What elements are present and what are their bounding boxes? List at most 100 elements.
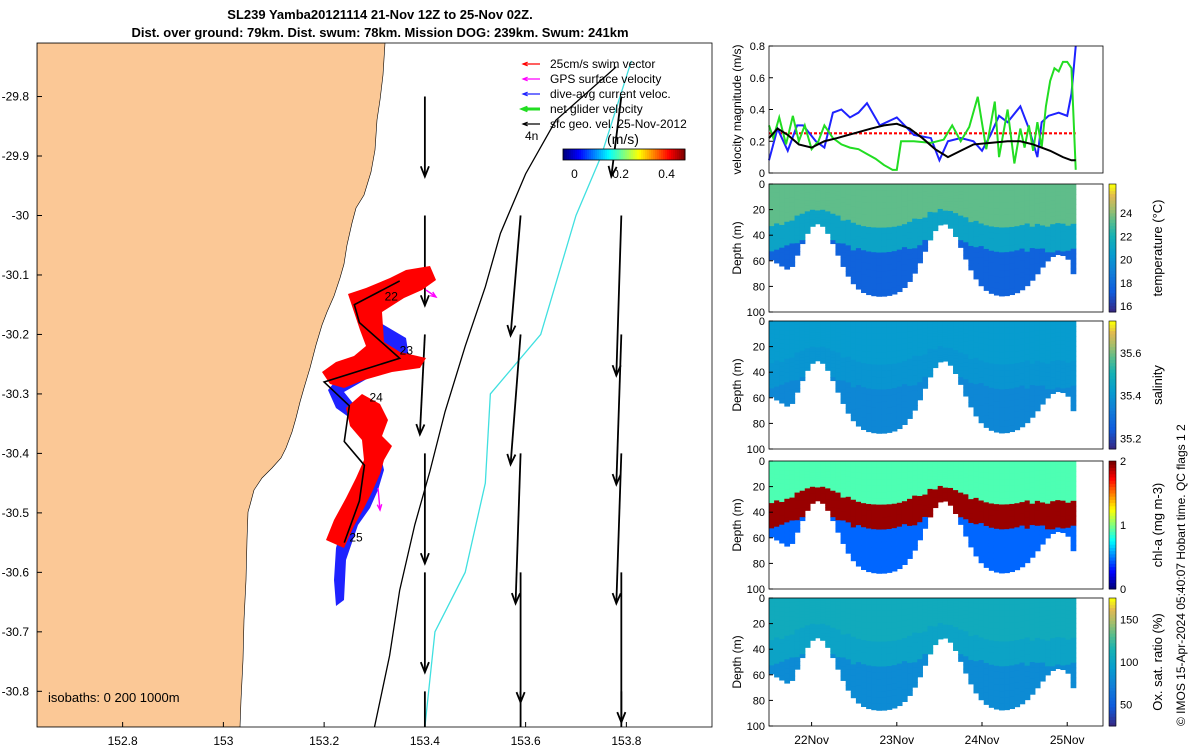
legend-label: GPS surface velocity — [550, 72, 661, 86]
section-y-tick-label: 40 — [753, 367, 765, 379]
isobaths-label: isobaths: 0 200 1000m — [48, 690, 180, 705]
section-panel-4: 0 20 40 60 80 100 Depth (m) 50 100 150 Ox. sat. ra… — [730, 593, 1165, 747]
geo-velocity-arrow — [423, 691, 426, 727]
section-panel-2: 0 20 40 60 80 100 Depth (m) 35.2 35.4 35.6 salinit… — [730, 316, 1165, 456]
legend-swatch — [521, 91, 540, 97]
map-x-tick-label: 153.6 — [511, 734, 541, 748]
legend-swatch — [518, 105, 540, 113]
map-y-tick-label: -30 — [12, 208, 30, 222]
geo-velocity-arrow — [510, 453, 522, 606]
geo-velocity-arrow — [620, 691, 623, 727]
geo-velocity-arrow — [611, 215, 623, 378]
legend-swatch — [521, 61, 540, 67]
velocity-y-tick-label: 0.2 — [750, 136, 765, 148]
track-day-label: 25 — [349, 530, 363, 544]
legend-label: 25cm/s swim vector — [550, 57, 655, 71]
section-y-tick-label: 40 — [753, 507, 765, 519]
timestamp-note: © IMOS 15-Apr-2024 05:40:07 Hobart time.… — [1174, 424, 1188, 726]
map-panel: 22 23 24 25 4n 152.8 153 153.2 153.4 153.6 153.8 -2… — [2, 42, 713, 748]
colorbar-tick-label: 1 — [1120, 520, 1126, 532]
legend-label: sfc geo. vel. 25-Nov-2012 — [550, 117, 687, 131]
map-y-tick-label: -30.7 — [2, 625, 30, 639]
section-y-tick-label: 0 — [759, 316, 765, 328]
colorbar-tick-label: 24 — [1120, 208, 1132, 220]
colorbar-tick-label: 100 — [1120, 657, 1138, 669]
section-y-tick-label: 60 — [753, 393, 765, 405]
colorbar-tick-label: 16 — [1120, 301, 1132, 313]
map-y-tick-label: -30.5 — [2, 506, 30, 520]
map-x-tick-label: 153.4 — [410, 734, 440, 748]
colorbar-tick-label: 2 — [1120, 456, 1126, 468]
section-y-tick-label: 0 — [759, 593, 765, 605]
section-panel-1: 0 20 40 60 80 100 Depth (m) 16 18 20 22 24 temperatu… — [730, 179, 1165, 319]
section-colorbar — [1108, 460, 1117, 590]
geo-velocity-arrow — [419, 96, 430, 179]
gps-velocity-arrow — [376, 487, 383, 512]
map-x-tick-label: 153.8 — [611, 734, 641, 748]
track-day-label: 22 — [385, 290, 399, 304]
section-y-tick-label: 40 — [753, 644, 765, 656]
velocity-y-tick-label: 0 — [759, 168, 765, 180]
legend-label: dive-avg current veloc. — [550, 87, 671, 101]
section-y-axis-label: Depth (m) — [730, 635, 744, 688]
gps-velocity-arrow — [425, 289, 438, 299]
figure-title-line-1: SL239 Yamba20121114 21-Nov 12Z to 25-Nov… — [227, 7, 533, 22]
map-y-tick-label: -30.4 — [2, 446, 30, 460]
section-y-tick-label: 80 — [753, 281, 765, 293]
map-colorbar: (m/s) 0 0.2 0.4 — [562, 131, 686, 181]
map-corner-label: 4n — [525, 129, 538, 143]
colorbar-tick-label: 0.2 — [612, 167, 629, 181]
velocity-y-tick-label: 0.6 — [750, 73, 765, 85]
section-y-tick-label: 100 — [747, 584, 765, 596]
velocity-series-line — [768, 122, 1076, 162]
geo-velocity-arrow — [506, 215, 522, 338]
swim-vector-swath — [326, 394, 392, 548]
time-x-tick-label: 23Nov — [879, 733, 914, 747]
velocity-panel: 0 0.2 0.4 0.6 0.8 velocity magnitude (m/s) — [730, 41, 1104, 180]
section-y-tick-label: 60 — [753, 670, 765, 682]
section-panel-3: 0 20 40 60 80 100 Depth (m) 0 1 2 chl-a (mg m-3) — [730, 456, 1165, 596]
isobath-1000m — [424, 60, 633, 727]
time-x-tick-label: 25Nov — [1050, 733, 1085, 747]
section-y-tick-label: 0 — [759, 179, 765, 191]
track-day-label: 23 — [400, 344, 414, 358]
section-y-tick-label: 0 — [759, 456, 765, 468]
glider-track-line — [322, 280, 402, 543]
section-y-tick-label: 100 — [747, 721, 765, 733]
map-y-tick-label: -30.6 — [2, 565, 30, 579]
geo-velocity-arrow — [607, 96, 623, 179]
section-y-axis-label: Depth (m) — [730, 221, 744, 274]
section-colorbar — [1108, 320, 1117, 450]
colorbar-tick-label: 35.2 — [1120, 433, 1141, 445]
section-y-tick-label: 60 — [753, 256, 765, 268]
section-axes-frame — [768, 460, 1104, 590]
time-x-tick-label: 24Nov — [965, 733, 1000, 747]
colorbar-tick-label: 35.6 — [1120, 348, 1141, 360]
colorbar-tick-label: 18 — [1120, 278, 1132, 290]
map-x-tick-label: 153 — [213, 734, 233, 748]
map-x-tick-label: 152.8 — [108, 734, 138, 748]
colorbar-tick-label: 20 — [1120, 255, 1132, 267]
legend-swatch — [521, 121, 540, 127]
colorbar-label: salinity — [1150, 365, 1165, 405]
land-polygon — [37, 43, 386, 727]
map-axes-frame — [36, 42, 713, 728]
geo-velocity-arrow — [611, 334, 623, 487]
geo-velocity-arrow — [506, 334, 522, 467]
track-day-label: 24 — [369, 391, 383, 405]
section-y-tick-label: 20 — [753, 205, 765, 217]
section-y-tick-label: 20 — [753, 482, 765, 494]
geo-velocity-arrow — [419, 453, 430, 566]
geo-velocity-arrow — [515, 572, 526, 705]
swim-vector-swath — [322, 266, 436, 388]
section-y-axis-label: Depth (m) — [730, 358, 744, 411]
colorbar-tick-label: 150 — [1120, 614, 1138, 626]
section-y-axis-label: Depth (m) — [730, 498, 744, 551]
velocity-y-tick-label: 0.4 — [750, 105, 765, 117]
colorbar-tick-label: 0 — [571, 167, 578, 181]
legend-label: net glider velocity — [550, 102, 643, 116]
colorbar-label: chl-a (mg m-3) — [1150, 483, 1165, 568]
map-y-tick-label: -29.9 — [2, 149, 30, 163]
